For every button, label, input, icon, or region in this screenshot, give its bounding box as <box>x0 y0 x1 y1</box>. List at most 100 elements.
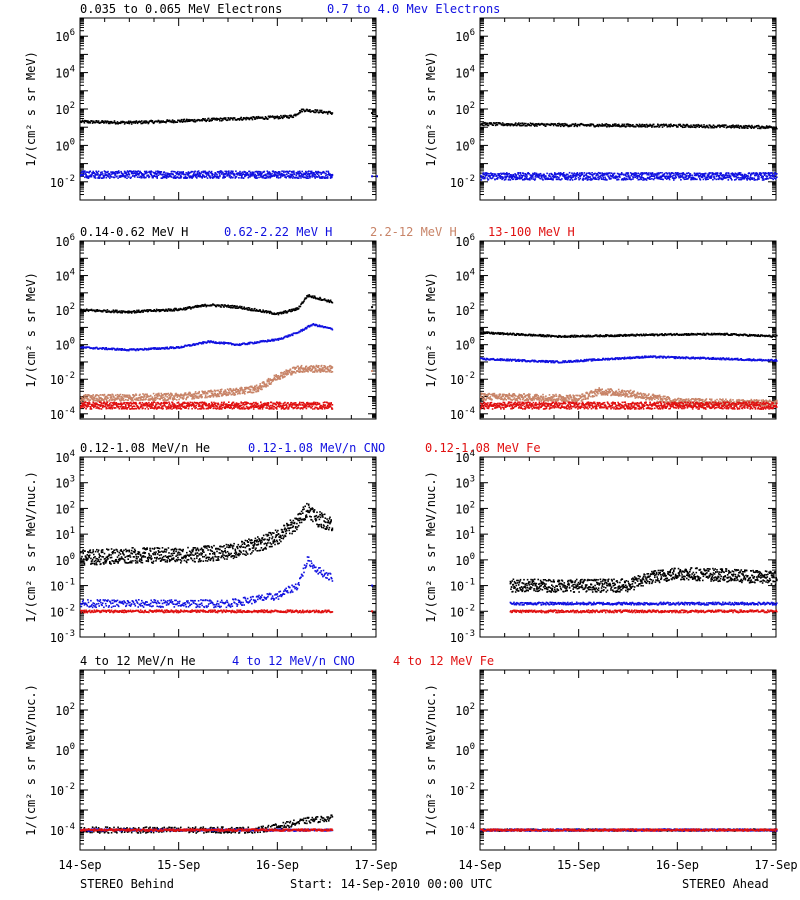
data-point <box>231 170 233 173</box>
data-point <box>310 172 312 175</box>
data-point <box>760 176 763 179</box>
data-point <box>753 126 756 129</box>
data-point <box>156 177 158 179</box>
data-point <box>177 170 179 173</box>
data-point <box>501 124 503 126</box>
data-point <box>268 175 271 177</box>
y-tick-label: 104 <box>55 65 75 81</box>
data-point <box>525 122 527 125</box>
data-point <box>152 121 154 124</box>
data-point <box>172 120 174 123</box>
data-point <box>94 175 96 178</box>
data-point <box>184 309 186 311</box>
data-point <box>234 177 237 179</box>
data-point <box>174 175 177 177</box>
data-point <box>512 123 514 126</box>
data-point <box>253 342 256 345</box>
data-point <box>93 175 95 177</box>
data-point <box>645 123 648 126</box>
data-point <box>200 395 202 398</box>
y-tick-label: 100 <box>55 337 75 353</box>
data-point <box>191 398 193 400</box>
data-point <box>249 390 251 393</box>
data-point <box>157 120 159 123</box>
data-point <box>263 383 266 386</box>
data-point <box>699 172 701 175</box>
data-point <box>149 398 151 400</box>
data-point <box>128 172 130 175</box>
data-point <box>612 123 614 126</box>
data-point <box>500 176 503 178</box>
data-point <box>259 172 261 174</box>
data-point <box>639 173 642 175</box>
data-point <box>743 178 745 180</box>
data-point <box>128 120 130 123</box>
data-point <box>613 172 616 175</box>
data-point <box>193 395 195 397</box>
data-point <box>281 376 284 378</box>
data-point <box>148 347 150 350</box>
data-point <box>514 123 516 125</box>
data-point <box>178 398 180 401</box>
data-point <box>651 178 653 180</box>
data-point <box>170 346 172 348</box>
data-point <box>161 177 164 179</box>
data-point <box>506 124 509 127</box>
data-point <box>205 305 208 308</box>
data-point <box>713 176 715 179</box>
data-point <box>570 125 573 127</box>
data-point <box>313 175 316 178</box>
data-point <box>248 386 251 388</box>
data-point <box>296 173 299 175</box>
data-point <box>190 175 193 178</box>
data-point <box>683 124 685 126</box>
data-point <box>158 120 160 122</box>
data-point <box>120 397 122 400</box>
data-point <box>217 342 220 344</box>
data-point <box>511 176 513 179</box>
data-point <box>232 392 235 394</box>
data-point <box>273 170 275 173</box>
data-point <box>222 393 225 395</box>
data-point <box>649 178 651 180</box>
data-point <box>516 176 519 179</box>
data-point <box>206 174 208 176</box>
data-point <box>719 126 721 129</box>
data-point <box>494 124 497 127</box>
data-point <box>731 126 734 128</box>
data-point <box>225 391 228 394</box>
data-point <box>481 124 484 126</box>
data-point <box>500 122 502 125</box>
data-point <box>273 313 275 315</box>
data-point <box>218 395 221 398</box>
data-point <box>250 309 253 312</box>
data-point <box>180 120 182 122</box>
data-point <box>485 172 487 174</box>
data-point <box>618 124 621 127</box>
data-point <box>535 172 538 175</box>
data-point <box>255 175 258 177</box>
data-point <box>657 124 660 126</box>
data-point <box>201 304 203 306</box>
data-point <box>137 170 139 172</box>
data-point <box>632 172 635 175</box>
data-point <box>557 125 560 127</box>
data-point <box>86 121 89 124</box>
data-point <box>578 124 581 127</box>
data-point <box>552 178 554 180</box>
data-point <box>543 123 546 125</box>
data-point <box>149 399 151 401</box>
data-point <box>597 125 600 128</box>
data-point <box>222 171 224 174</box>
data-point <box>110 171 112 173</box>
data-point <box>768 173 771 175</box>
data-point <box>637 172 640 175</box>
data-point <box>483 124 485 127</box>
data-point <box>222 341 225 344</box>
data-point <box>132 399 134 402</box>
data-point <box>142 398 145 401</box>
data-point <box>737 172 740 174</box>
data-point <box>220 306 222 308</box>
data-point <box>111 399 113 401</box>
data-point <box>159 121 162 124</box>
